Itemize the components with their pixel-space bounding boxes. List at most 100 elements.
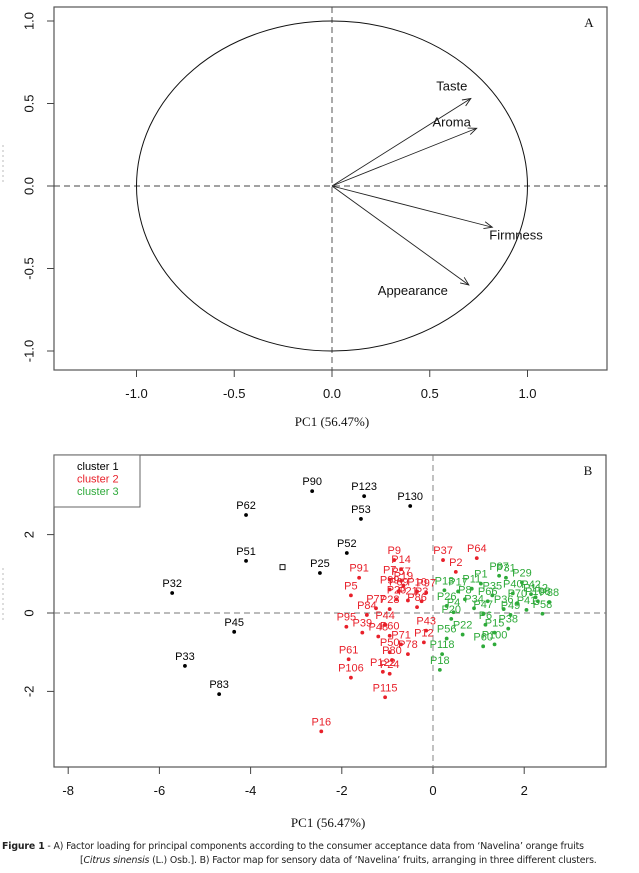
x-axis-label: PC1 (56.47%) — [291, 815, 365, 830]
species-name: Citrus sinensis — [83, 855, 150, 866]
loading-vector: Aroma — [331, 114, 478, 187]
x-tick-label: -2 — [336, 783, 348, 798]
data-point — [232, 629, 237, 634]
data-point-label: P26 — [437, 591, 457, 603]
y-tick-label: 0.5 — [21, 94, 36, 112]
data-point — [504, 575, 508, 580]
data-point — [406, 598, 410, 603]
data-point — [406, 652, 410, 657]
data-point — [481, 611, 486, 616]
figure-caption: Figure 1 - A) Factor loading for princip… — [0, 840, 639, 868]
data-point-label: P19 — [394, 571, 414, 583]
data-point-label: P48 — [368, 622, 388, 634]
data-point-label: P10 — [407, 576, 427, 588]
data-point-label: P11 — [462, 574, 481, 586]
arrowhead-icon — [461, 97, 472, 107]
figure-label: Figure 1 — [2, 841, 45, 852]
caption-bracket-open: [ — [80, 855, 84, 866]
data-point — [349, 675, 353, 680]
x-tick-label: 0.5 — [421, 386, 439, 401]
data-point-label: P2 — [449, 557, 462, 569]
legend-entry: cluster 3 — [77, 486, 119, 498]
data-point — [399, 567, 403, 571]
data-point — [357, 575, 362, 580]
data-point-label: P33 — [175, 651, 195, 663]
data-point — [437, 667, 442, 672]
vector-line — [331, 98, 472, 187]
data-point — [364, 613, 369, 617]
data-point-label: P69 — [389, 576, 409, 588]
data-point — [444, 604, 449, 608]
data-point — [501, 607, 506, 611]
y-tick-label: 1.0 — [21, 12, 36, 30]
x-tick-label: 1.0 — [518, 386, 536, 401]
data-point-label: P77 — [366, 593, 386, 605]
data-point-label: P37 — [433, 545, 453, 557]
data-point — [547, 600, 552, 604]
data-point-label: P1 — [474, 569, 487, 581]
data-point-label: P61 — [339, 644, 359, 656]
data-point — [515, 601, 520, 606]
data-point — [244, 513, 248, 517]
data-point — [510, 591, 515, 596]
data-point — [310, 489, 315, 493]
data-point-label: P20 — [441, 604, 461, 616]
data-point — [424, 590, 429, 595]
data-point-label: P15 — [485, 618, 505, 630]
data-point-label: P31 — [496, 563, 516, 575]
data-point — [390, 658, 394, 662]
data-point-label: P62 — [236, 500, 256, 512]
data-point-label: P38 — [498, 614, 518, 626]
data-point — [453, 569, 458, 574]
data-point-label: P4 — [447, 597, 460, 609]
x-tick-label: 2 — [521, 783, 528, 798]
y-tick-label: -1.0 — [21, 340, 36, 362]
data-point-label: P17 — [448, 576, 468, 588]
data-point-label: P123 — [351, 481, 377, 493]
data-point — [485, 599, 490, 604]
data-point-label: P43 — [416, 616, 436, 628]
data-point-label: P60 — [380, 621, 400, 633]
data-point — [376, 634, 381, 639]
data-point-label: P70 — [508, 588, 528, 600]
data-point — [415, 605, 419, 610]
data-point — [449, 616, 454, 621]
legend-entry: cluster 1 — [77, 461, 119, 473]
vector-line — [331, 127, 477, 187]
data-point-label: P64 — [467, 543, 487, 555]
data-point-label: P7 — [383, 565, 396, 577]
data-point — [424, 628, 429, 633]
data-point-label: P91 — [349, 563, 369, 575]
x-tick-label: 0.0 — [323, 386, 341, 401]
vector-label: Aroma — [433, 114, 472, 129]
y-tick-label: 0 — [21, 609, 36, 616]
data-point — [535, 599, 540, 604]
y-tick-label: -0.5 — [21, 257, 36, 279]
data-point-label: P24 — [380, 659, 400, 671]
data-point-label: P118 — [430, 639, 455, 651]
data-point-label: P21 — [398, 585, 418, 597]
data-point — [349, 593, 353, 598]
data-point-label: P41 — [517, 595, 537, 607]
data-point — [399, 642, 403, 647]
data-point — [506, 626, 511, 631]
data-point — [392, 558, 397, 562]
data-point — [421, 640, 426, 645]
data-point — [387, 650, 392, 655]
data-point-label: P80 — [382, 645, 402, 657]
legend-entry: cluster 2 — [77, 474, 119, 486]
vector-label: Appearance — [378, 283, 448, 298]
data-point-label: P6 — [479, 610, 492, 622]
data-point-label: P86 — [407, 592, 427, 604]
y-tick-label: 0.0 — [21, 177, 36, 195]
data-point — [490, 593, 495, 598]
data-point-label: P50 — [380, 637, 400, 649]
data-point-label: P78 — [398, 639, 418, 651]
data-point — [380, 669, 385, 674]
data-point — [359, 517, 363, 521]
series-cluster-1: P90 P123 P130 P62 P53 P52 P51 P25 P32 P45 P33 P83 — [162, 476, 423, 697]
data-point — [318, 571, 322, 575]
data-point-label: P53 — [351, 504, 371, 516]
data-point-label: P112 — [523, 582, 548, 594]
